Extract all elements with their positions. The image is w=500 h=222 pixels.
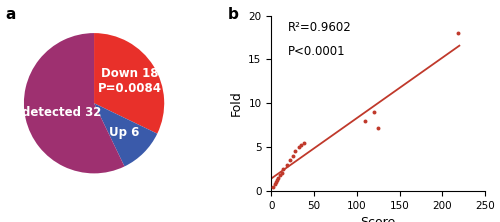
Point (288, 154, 296, 158)
Point (282, 163, 290, 166)
Point (278, 172, 285, 175)
X-axis label: Score: Score (360, 216, 396, 222)
Point (274, 176, 282, 180)
Point (269, 185, 277, 188)
Point (300, 141, 308, 145)
Text: R²=0.9602: R²=0.9602 (288, 21, 352, 34)
Wedge shape (94, 103, 158, 166)
Text: a: a (5, 7, 15, 22)
Point (374, 126, 382, 130)
Point (370, 110, 378, 114)
Wedge shape (24, 33, 124, 173)
Point (294, 145, 302, 149)
Point (272, 180, 280, 184)
Text: P<0.0001: P<0.0001 (288, 45, 346, 58)
Point (276, 173, 284, 177)
Point (362, 119, 370, 123)
Point (286, 159, 294, 162)
Text: b: b (228, 7, 238, 22)
Point (270, 182, 278, 186)
Point (454, 31, 462, 35)
Point (274, 179, 281, 182)
Point (297, 144, 305, 147)
Text: Down 18
P=0.0084: Down 18 P=0.0084 (98, 67, 162, 95)
Text: Undetected 32: Undetected 32 (4, 106, 102, 119)
Y-axis label: Fold: Fold (230, 90, 242, 116)
Wedge shape (94, 33, 164, 134)
Point (291, 150, 299, 153)
Point (279, 167, 287, 171)
Text: Up 6: Up 6 (108, 127, 139, 139)
